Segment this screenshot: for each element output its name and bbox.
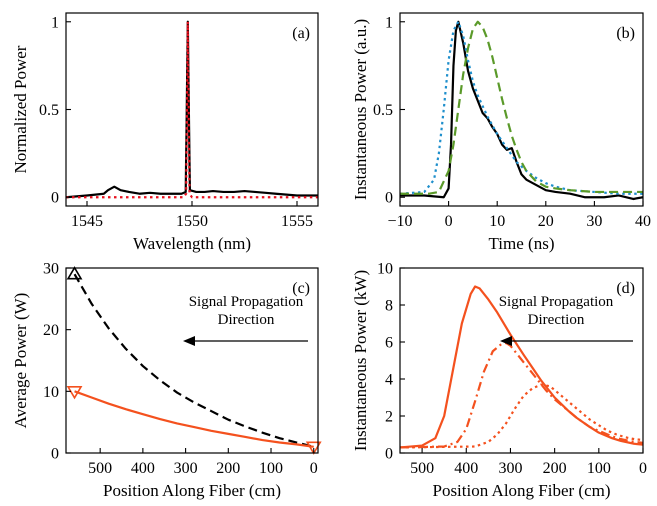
axes-frame <box>399 267 644 454</box>
x-tick-label: 1545 <box>71 213 103 230</box>
y-tick-label: 4 <box>385 372 393 389</box>
x-tick-label: 200 <box>543 460 567 477</box>
x-tick-label: 1555 <box>281 213 313 230</box>
x-tick-label: 300 <box>498 460 522 477</box>
x-tick-label: −10 <box>387 213 412 230</box>
x-tick-label: 0 <box>310 460 318 477</box>
x-tick-label: 10 <box>489 213 505 230</box>
y-tick-label: 1 <box>385 14 393 31</box>
series-line-3 <box>400 20 643 195</box>
y-tick-label: 1 <box>51 14 59 31</box>
y-tick-label: 0 <box>385 190 393 207</box>
y-tick-label: 0.5 <box>373 102 393 119</box>
axes-frame <box>399 12 644 207</box>
y-tick-label: 20 <box>43 322 59 339</box>
x-tick-label: 500 <box>410 460 434 477</box>
panel-label: (c) <box>292 280 310 297</box>
series-line-2 <box>74 390 314 448</box>
annotation-line-2: Direction <box>218 312 275 328</box>
series-line-1 <box>73 273 314 448</box>
panel-label: (a) <box>292 25 310 42</box>
y-tick-label: 10 <box>377 261 393 278</box>
y-tick-label: 0 <box>51 190 59 207</box>
y-axis-label: Average Power (W) <box>11 293 30 429</box>
panel-b: −10 0 10 20 30 40 0 0.5 1 Time (ns) Instantaneous … <box>351 12 651 253</box>
x-tick-label: 400 <box>454 460 478 477</box>
axes-frame <box>65 267 319 454</box>
annotation-arrow-head <box>183 336 195 346</box>
y-tick-label: 8 <box>385 298 393 315</box>
x-axis-label: Position Along Fiber (cm) <box>432 481 610 500</box>
x-tick-label: 500 <box>88 460 112 477</box>
y-axis-label: Normalized Power <box>11 45 30 173</box>
x-tick-label: 40 <box>635 213 651 230</box>
panel-a: 1545 1550 1555 0 0.5 1 Wavelength (nm) Normaliz… <box>11 12 319 253</box>
x-tick-label: 100 <box>259 460 283 477</box>
x-tick-label: 1550 <box>176 213 208 230</box>
x-tick-label: 0 <box>639 460 647 477</box>
x-tick-label: 400 <box>131 460 155 477</box>
marker-triangle-up-1 <box>66 266 83 280</box>
series-line-1 <box>66 20 318 199</box>
axes-frame <box>65 12 319 207</box>
x-tick-label: 300 <box>174 460 198 477</box>
annotation-arrow-head <box>500 336 512 346</box>
y-tick-label: 6 <box>385 335 393 352</box>
annotation-line-1: Signal Propagation <box>499 294 614 310</box>
y-tick-label: 2 <box>385 409 393 426</box>
x-axis-label: Position Along Fiber (cm) <box>103 481 281 500</box>
panel-label: (b) <box>616 25 635 42</box>
marker-triangle-down-3 <box>305 441 322 455</box>
x-tick-label: 0 <box>445 213 453 230</box>
x-tick-label: 100 <box>587 460 611 477</box>
y-axis-label: Instantaneous Power (a.u.) <box>351 19 370 200</box>
x-axis-label: Time (ns) <box>489 234 555 253</box>
series-line-2 <box>66 20 318 199</box>
panel-d: 500 400 300 200 100 0 0 2 4 6 8 10 Position Along Fi… <box>351 261 647 501</box>
x-tick-label: 30 <box>586 213 602 230</box>
y-axis-label: Instantaneous Power (kW) <box>351 270 370 451</box>
y-tick-label: 30 <box>43 261 59 278</box>
series-line-1 <box>400 20 643 201</box>
series-line-2 <box>400 20 643 195</box>
y-tick-label: 0.5 <box>39 102 59 119</box>
x-tick-label: 20 <box>538 213 554 230</box>
y-tick-label: 0 <box>385 446 393 463</box>
y-tick-label: 0 <box>51 446 59 463</box>
annotation-line-1: Signal Propagation <box>189 294 304 310</box>
y-tick-label: 10 <box>43 384 59 401</box>
panel-c: 500 400 300 200 100 0 0 10 20 30 Position Along Fi… <box>11 261 322 500</box>
x-axis-label: Wavelength (nm) <box>133 234 251 253</box>
series-line-1 <box>400 285 643 449</box>
annotation-line-2: Direction <box>528 312 585 328</box>
series-line-2 <box>400 341 643 449</box>
x-tick-label: 200 <box>216 460 240 477</box>
marker-triangle-down-2 <box>66 385 83 400</box>
panel-label: (d) <box>616 280 635 297</box>
